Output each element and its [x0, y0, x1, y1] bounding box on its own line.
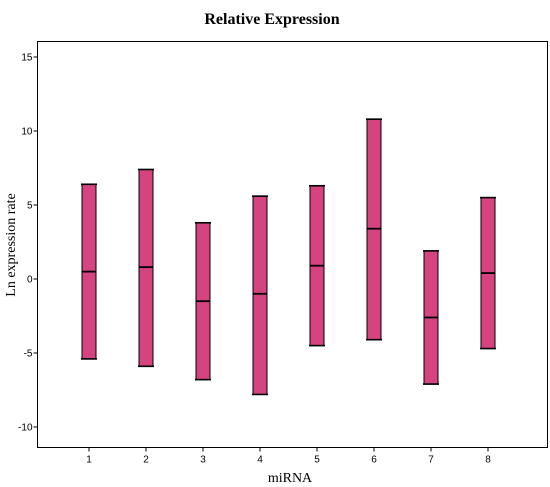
y-axis: 15 10 5 0 -5 -10 — [18, 53, 38, 434]
x-tick-label: 6 — [371, 455, 377, 466]
bar-group — [81, 183, 97, 360]
y-tick-label: 5 — [27, 201, 33, 212]
x-axis: 1 2 3 4 5 6 7 8 — [86, 447, 491, 466]
bar-group — [480, 196, 496, 350]
x-tick-label: 7 — [428, 455, 434, 466]
y-axis-label: Ln expression rate — [4, 193, 19, 296]
x-tick-label: 1 — [86, 455, 92, 466]
bar-group — [423, 250, 439, 385]
bar-group — [366, 118, 382, 341]
x-tick-label: 4 — [257, 455, 263, 466]
bar-group — [138, 168, 154, 368]
x-tick-label: 2 — [143, 455, 149, 466]
plot-frame — [37, 41, 548, 448]
x-tick-label: 8 — [485, 455, 491, 466]
bar-group — [252, 195, 268, 396]
x-tick-label: 3 — [200, 455, 206, 466]
y-tick-label: -10 — [18, 423, 33, 434]
y-tick-label: 0 — [27, 275, 33, 286]
chart-title: Relative Expression — [204, 11, 339, 28]
x-axis-label: miRNA — [268, 471, 313, 486]
y-tick-label: -5 — [24, 349, 33, 360]
bar-group — [309, 184, 325, 347]
data-bars — [81, 118, 496, 396]
range-bar — [252, 195, 268, 395]
bar-group — [195, 221, 211, 381]
y-tick-label: 10 — [21, 127, 33, 138]
y-tick-label: 15 — [21, 53, 33, 64]
x-tick-label: 5 — [314, 455, 320, 466]
